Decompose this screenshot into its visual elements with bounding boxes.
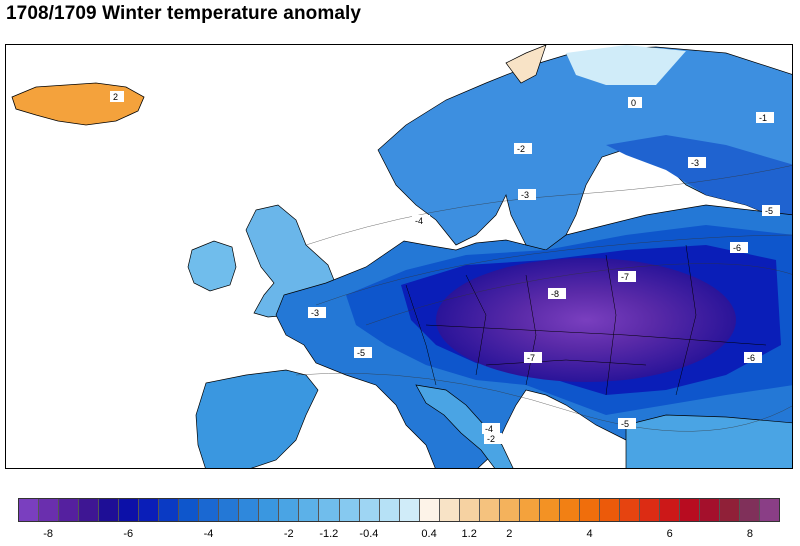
colorbar-tick-label: 4: [586, 528, 593, 540]
colorbar-swatch: [159, 499, 180, 521]
contour-label-n5-b: -5: [357, 348, 365, 358]
contour-lines: [295, 165, 792, 432]
colorbar-swatch: [499, 499, 520, 521]
contour-label-n8: -8: [551, 289, 559, 299]
contour-label-n3-c: -3: [311, 308, 319, 318]
colorbar-swatch: [660, 499, 681, 521]
colorbar-swatch: [419, 499, 440, 521]
colorbar-swatch: [740, 499, 761, 521]
colorbar-tick-label: -2: [283, 528, 294, 540]
land-iberia: [195, 369, 319, 468]
contour-label-n5-c: -5: [621, 419, 629, 429]
contour-label-n6-a: -6: [733, 243, 741, 253]
colorbar-swatch: [579, 499, 600, 521]
colorbar-swatch: [259, 499, 280, 521]
contour-label-n2-b: -2: [487, 434, 495, 444]
land-finland-core: [606, 135, 792, 225]
colorbar-swatch: [219, 499, 240, 521]
colorbar-swatch: [559, 499, 580, 521]
colorbar-swatch: [39, 499, 60, 521]
land-iceland: [11, 82, 145, 126]
colorbar-tick-label: 6: [666, 528, 673, 540]
colorbar-swatch: [319, 499, 340, 521]
contour-label-group: 0 -1 -2 -3 -3 -4 -5 -6 -7 -8 -7 -6 -5: [110, 91, 780, 444]
colorbar-swatch: [519, 499, 540, 521]
colorbar-swatch: [339, 499, 360, 521]
colorbar-swatch: [760, 499, 780, 521]
land-italy: [415, 384, 514, 468]
contour-label-2: 2: [113, 92, 118, 102]
contour-label-n1: -1: [759, 113, 767, 123]
colorbar-swatch: [639, 499, 660, 521]
colorbar-tick-labels: -8 -6 -4 -2 -1.2 -0.4 0.4 1.2 2 4 6 8: [18, 528, 780, 544]
contour-label-n4-a: -4: [415, 216, 423, 226]
colorbar-swatch: [680, 499, 701, 521]
colorbar-swatch: [179, 499, 200, 521]
contour-label-n3-a: -3: [691, 158, 699, 168]
colorbar-swatch: [359, 499, 380, 521]
colorbar-swatch: [119, 499, 140, 521]
colorbar-swatch: [79, 499, 100, 521]
temperature-anomaly-map: 0 -1 -2 -3 -3 -4 -5 -6 -7 -8 -7 -6 -5: [5, 44, 793, 469]
contour-label-n6-b: -6: [747, 353, 755, 363]
colorbar-tick-label: 1.2: [461, 528, 477, 540]
contour-label-n4-b: -4: [485, 424, 493, 434]
colorbar-swatch: [539, 499, 560, 521]
colorbar-tick-label: -1.2: [319, 528, 339, 540]
colorbar-swatch: [239, 499, 260, 521]
colorbar-swatch: [139, 499, 160, 521]
contour-label-n7-b: -7: [527, 353, 535, 363]
colorbar-swatch: [619, 499, 640, 521]
colorbar-swatch: [700, 499, 721, 521]
colorbar-swatch: [279, 499, 300, 521]
land-north-light: [566, 45, 686, 85]
contour-label-n3-b: -3: [521, 190, 529, 200]
map-canvas: 0 -1 -2 -3 -3 -4 -5 -6 -7 -8 -7 -6 -5: [11, 45, 792, 468]
colorbar: [18, 498, 780, 522]
contour-label-0: 0: [631, 98, 636, 108]
colorbar-swatch: [19, 499, 40, 521]
land-north-cap: [505, 45, 547, 84]
contour-label-n5-a: -5: [765, 206, 773, 216]
colorbar-swatch: [59, 499, 80, 521]
colorbar-tick-label: -4: [203, 528, 214, 540]
land-ireland: [187, 240, 237, 292]
country-borders: [405, 244, 767, 396]
contour-label-n7-a: -7: [621, 272, 629, 282]
contour-label-n2-a: -2: [517, 144, 525, 154]
colorbar-swatch: [599, 499, 620, 521]
colorbar-swatch: [459, 499, 480, 521]
colorbar-swatch: [199, 499, 220, 521]
map-title: 1708/1709 Winter temperature anomaly: [6, 3, 362, 24]
colorbar-tick-label: -8: [43, 528, 53, 540]
colorbar-tick-label: 0.4: [421, 528, 437, 540]
colorbar-swatch: [299, 499, 320, 521]
colorbar-swatch: [479, 499, 500, 521]
colorbar-swatch: [720, 499, 741, 521]
colorbar-swatch: [399, 499, 420, 521]
colorbar-tick-label: 2: [506, 528, 513, 540]
zone-cold-core: [436, 258, 736, 382]
land-anatolia: [625, 414, 792, 468]
colorbar-swatch: [99, 499, 120, 521]
colorbar-swatch: [379, 499, 400, 521]
colorbar-tick-label: -0.4: [359, 528, 379, 540]
colorbar-tick-label: -6: [123, 528, 134, 540]
colorbar-swatch: [439, 499, 460, 521]
colorbar-tick-label: 8: [746, 528, 753, 540]
